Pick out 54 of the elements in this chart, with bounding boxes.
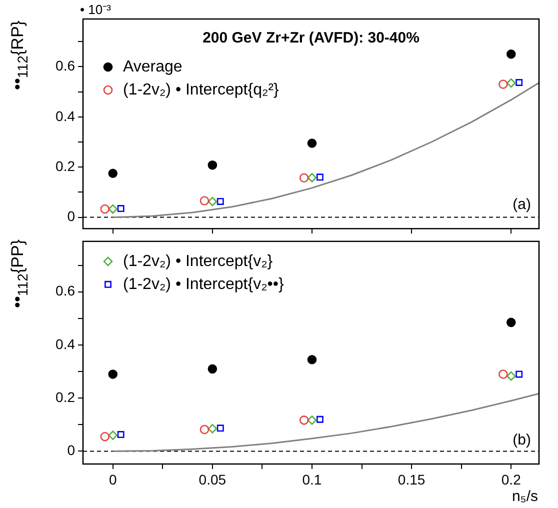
y-tick-label: 0: [67, 442, 76, 458]
x-tick-label: 0.05: [198, 471, 226, 488]
point: [506, 318, 516, 328]
y-tick-label: 0.4: [56, 336, 76, 352]
legend-label: Average: [123, 58, 182, 76]
y-tick-label: 0: [67, 208, 76, 224]
point: [498, 370, 508, 379]
point: [516, 370, 523, 378]
text: • 10⁻³: [80, 2, 112, 18]
point: [299, 173, 309, 183]
point: [307, 416, 317, 425]
point: [100, 432, 110, 442]
y-tick-label: 0.2: [56, 388, 76, 405]
text: 200 GeV Zr+Zr (AVFD): 30-40%: [202, 30, 420, 47]
point: [506, 78, 516, 88]
legend-label: (1-2v₂) • Intercept{q₂²}: [123, 81, 280, 98]
point: [200, 196, 210, 206]
point: [506, 371, 516, 381]
point: [117, 205, 124, 212]
point: [208, 364, 218, 374]
point: [299, 416, 309, 425]
point: [108, 204, 118, 214]
point: [506, 49, 516, 59]
x-tick-label: 0.2: [501, 471, 522, 488]
point: [108, 168, 118, 178]
annotation: (a): [512, 196, 531, 214]
point: [307, 172, 317, 182]
point: [498, 80, 508, 89]
point: [216, 198, 224, 205]
point: [208, 160, 218, 170]
x-axis-title: n₅/s: [512, 488, 538, 505]
point: [100, 204, 110, 214]
point: [316, 174, 324, 181]
point: [108, 430, 118, 440]
point: [208, 196, 218, 206]
point: [200, 424, 210, 434]
legend-label: (1-2v₂) • Intercept{v₂••}: [123, 276, 284, 293]
point: [307, 138, 317, 148]
point: [117, 431, 124, 438]
annotation: (b): [512, 432, 531, 449]
point: [208, 424, 218, 434]
point: [307, 354, 317, 364]
point: [216, 424, 224, 432]
x-tick-label: 0.1: [302, 471, 322, 488]
y-tick-label: 0.2: [56, 158, 76, 174]
y-tick-label: 0.6: [56, 58, 76, 74]
point: [516, 79, 523, 86]
legend-label: (1-2v₂) • Intercept{v₂}: [123, 252, 274, 270]
x-tick-label: 0: [108, 471, 117, 488]
y-tick-label: 0.6: [56, 282, 76, 299]
point: [108, 370, 118, 379]
y-tick-label: 0.4: [56, 108, 76, 124]
point: [316, 416, 324, 423]
x-tick-label: 0.15: [398, 471, 426, 488]
